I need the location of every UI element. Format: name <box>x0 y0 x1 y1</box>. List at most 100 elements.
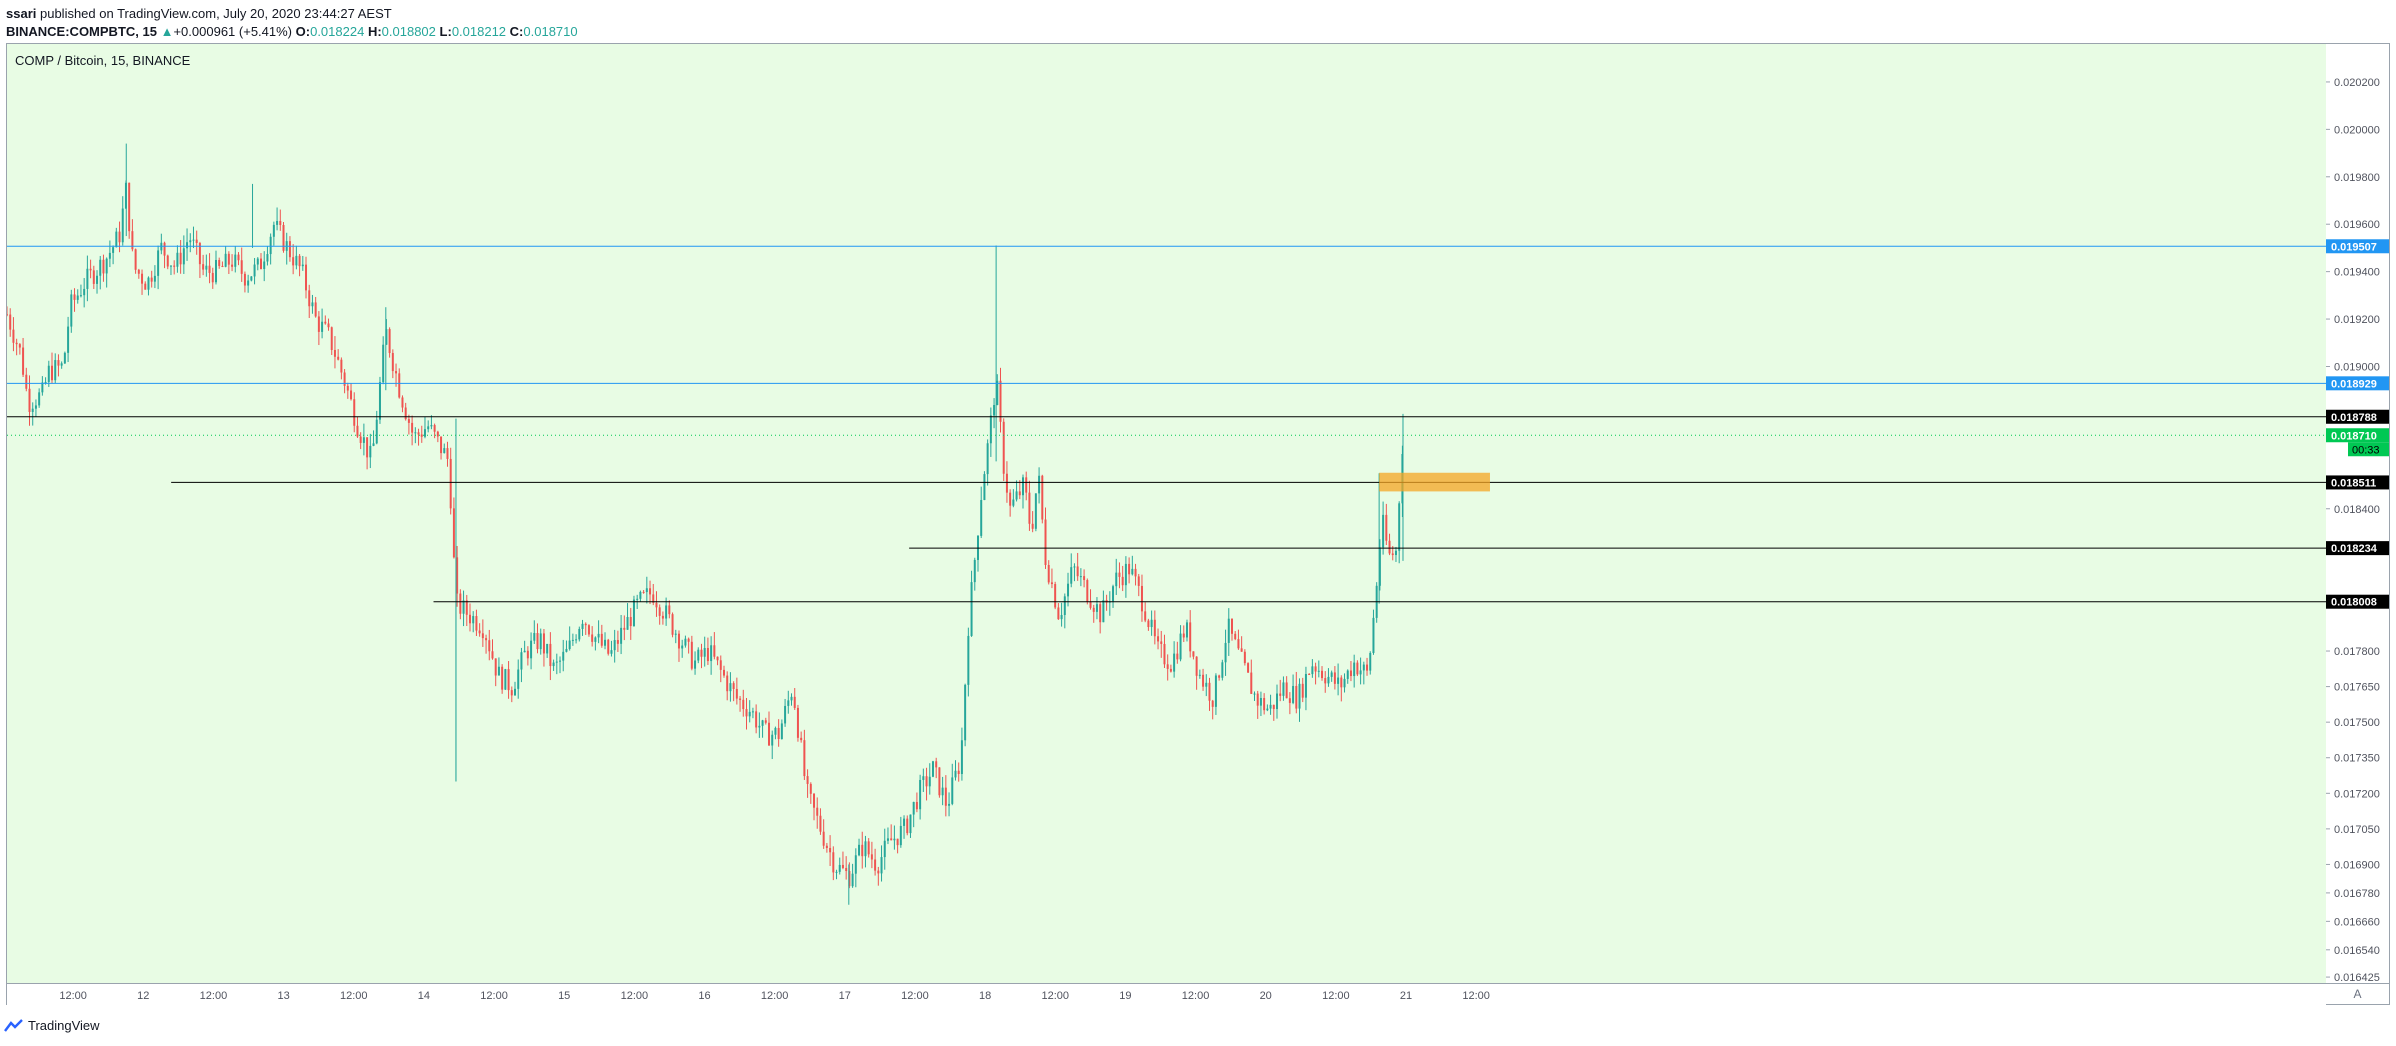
candle-body[interactable] <box>755 711 758 728</box>
candle-body[interactable] <box>192 239 195 241</box>
candle-body[interactable] <box>1079 576 1082 578</box>
candle-body[interactable] <box>1160 641 1163 644</box>
candle-body[interactable] <box>1022 477 1025 496</box>
candle-body[interactable] <box>44 381 47 383</box>
candle-body[interactable] <box>526 650 529 659</box>
candle-body[interactable] <box>25 374 28 389</box>
candle-body[interactable] <box>1382 514 1385 548</box>
candle-body[interactable] <box>710 645 713 662</box>
candle-body[interactable] <box>610 650 613 654</box>
candle-body[interactable] <box>324 321 327 324</box>
candle-body[interactable] <box>128 182 131 232</box>
candle-body[interactable] <box>83 288 86 296</box>
candle-body[interactable] <box>1276 693 1279 710</box>
candle-body[interactable] <box>411 422 414 433</box>
candle-body[interactable] <box>15 342 18 345</box>
candle-body[interactable] <box>208 265 211 273</box>
candle-body[interactable] <box>896 838 899 846</box>
candle-body[interactable] <box>668 605 671 615</box>
candle-body[interactable] <box>665 605 668 619</box>
candle-body[interactable] <box>321 321 324 332</box>
candle-body[interactable] <box>1115 572 1118 587</box>
candle-body[interactable] <box>41 382 44 393</box>
candle-body[interactable] <box>562 651 565 661</box>
candle-body[interactable] <box>86 268 89 289</box>
candle-body[interactable] <box>1144 611 1147 621</box>
candle-body[interactable] <box>690 641 693 669</box>
candle-body[interactable] <box>195 239 198 243</box>
candle-body[interactable] <box>800 737 803 741</box>
candle-body[interactable] <box>1250 672 1253 694</box>
candle-body[interactable] <box>1214 675 1217 707</box>
candle-body[interactable] <box>623 627 626 630</box>
candle-body[interactable] <box>407 419 410 423</box>
candle-body[interactable] <box>893 838 896 841</box>
candle-body[interactable] <box>1031 523 1034 529</box>
candle-body[interactable] <box>385 329 388 345</box>
candle-body[interactable] <box>645 588 648 593</box>
candle-body[interactable] <box>102 259 105 274</box>
candle-body[interactable] <box>137 269 140 274</box>
auto-scale-button[interactable]: A <box>2326 983 2389 1005</box>
candle-body[interactable] <box>144 283 147 290</box>
candle-body[interactable] <box>568 640 571 649</box>
candle-body[interactable] <box>697 649 700 661</box>
candle-body[interactable] <box>362 437 365 443</box>
candle-body[interactable] <box>488 640 491 652</box>
candle-body[interactable] <box>594 637 597 642</box>
candle-body[interactable] <box>803 740 806 777</box>
candle-body[interactable] <box>1314 666 1317 672</box>
candle-body[interactable] <box>157 250 160 276</box>
candle-body[interactable] <box>996 380 999 406</box>
candle-body[interactable] <box>571 639 574 641</box>
candle-body[interactable] <box>1034 493 1037 529</box>
candle-body[interactable] <box>1189 622 1192 652</box>
candle-body[interactable] <box>642 591 645 593</box>
candle-body[interactable] <box>34 405 37 409</box>
candle-body[interactable] <box>1083 576 1086 581</box>
candle-body[interactable] <box>517 669 520 689</box>
candle-body[interactable] <box>954 770 957 778</box>
candle-body[interactable] <box>462 600 465 614</box>
candle-body[interactable] <box>906 818 909 834</box>
candle-body[interactable] <box>919 779 922 810</box>
candle-body[interactable] <box>272 224 275 237</box>
candle-body[interactable] <box>1099 604 1102 623</box>
candle-body[interactable] <box>1185 622 1188 638</box>
price-axis[interactable]: 0.020200 0.020000 0.019800 0.019600 0.019400… <box>2326 44 2389 984</box>
candle-body[interactable] <box>99 259 102 276</box>
candle-body[interactable] <box>1330 672 1333 677</box>
candle-body[interactable] <box>510 690 513 696</box>
candle-body[interactable] <box>964 684 967 741</box>
candle-body[interactable] <box>809 783 812 794</box>
candle-body[interactable] <box>1279 693 1282 696</box>
candle-body[interactable] <box>1054 584 1057 608</box>
candle-body[interactable] <box>600 633 603 646</box>
candle-body[interactable] <box>449 458 452 509</box>
candle-body[interactable] <box>652 594 655 603</box>
candle-body[interactable] <box>780 723 783 740</box>
candle-body[interactable] <box>1292 685 1295 703</box>
candle-body[interactable] <box>1002 421 1005 474</box>
candle-body[interactable] <box>829 847 832 853</box>
candle-body[interactable] <box>388 329 391 354</box>
candle-body[interactable] <box>214 260 217 283</box>
candle-body[interactable] <box>845 867 848 872</box>
candle-body[interactable] <box>713 645 716 657</box>
candle-body[interactable] <box>732 683 735 689</box>
candle-body[interactable] <box>1378 547 1381 586</box>
candle-body[interactable] <box>922 776 925 780</box>
candle-body[interactable] <box>938 767 941 796</box>
candle-body[interactable] <box>867 841 870 855</box>
candle-body[interactable] <box>1321 670 1324 679</box>
candle-body[interactable] <box>443 448 446 454</box>
candle-body[interactable] <box>726 675 729 692</box>
candle-body[interactable] <box>417 432 420 435</box>
candle-body[interactable] <box>182 248 185 265</box>
candle-body[interactable] <box>288 241 291 258</box>
candle-body[interactable] <box>790 696 793 701</box>
candle-body[interactable] <box>565 648 568 652</box>
candle-body[interactable] <box>745 709 748 717</box>
candle-body[interactable] <box>677 633 680 649</box>
candle-body[interactable] <box>986 443 989 475</box>
